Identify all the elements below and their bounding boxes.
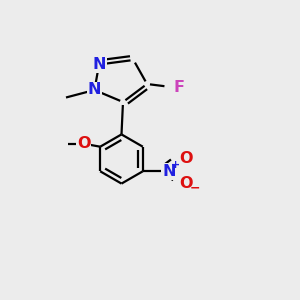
Text: F: F <box>173 80 184 94</box>
Text: O: O <box>179 176 193 191</box>
Text: −: − <box>189 182 200 195</box>
Text: O: O <box>179 151 193 166</box>
Text: N: N <box>88 82 101 98</box>
Text: N: N <box>92 57 106 72</box>
Text: +: + <box>171 160 181 170</box>
Text: O: O <box>77 136 90 151</box>
Text: N: N <box>162 164 176 179</box>
